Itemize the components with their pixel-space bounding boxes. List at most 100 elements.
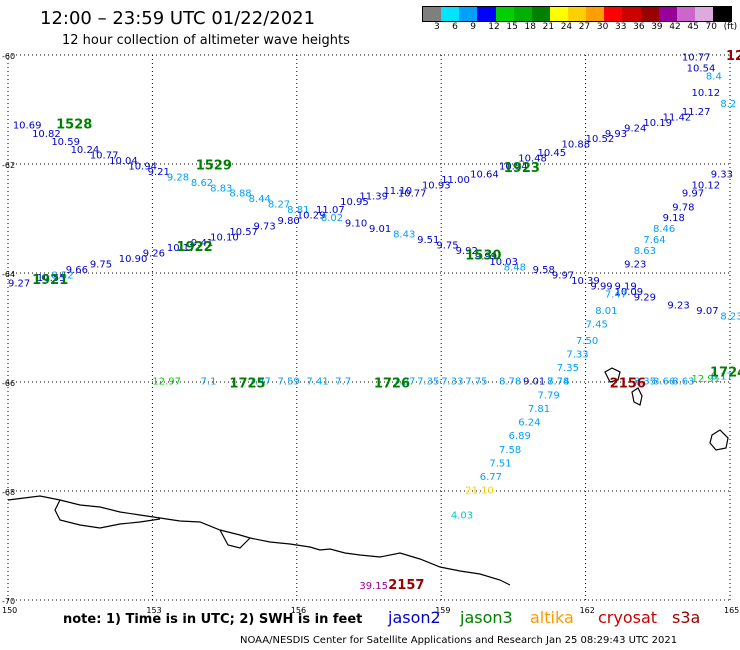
wave-height-value: 9.27 [8,279,30,290]
wave-height-value: 7.41 [306,377,328,388]
wave-height-value: 8.83 [210,183,232,194]
wave-height-value: 9.28 [167,172,189,183]
wave-height-value: 8.4 [706,72,722,83]
wave-height-value: 4.03 [451,510,473,521]
colorbar-swatch [549,7,568,21]
colorbar-label: 42 [669,22,681,32]
wave-height-value: 9.97 [552,270,574,281]
wave-height-value: 6.24 [518,418,540,429]
wave-height-value: 8.23 [720,311,740,322]
map-title: 12:00 – 23:59 UTC 01/22/2021 [40,8,316,29]
wave-height-value: 10.03 [489,257,518,268]
colorbar-label: 24 [560,22,573,32]
wave-height-value: 10.82 [32,129,61,140]
wave-height-value: 10.29 [297,211,326,222]
wave-height-value: 11.10 [383,186,412,197]
wave-height-value: 9.92 [456,246,478,257]
colorbar-label: 39 [651,22,663,32]
coastline-bay [219,529,251,549]
wave-height-value: 7.35 [417,377,439,388]
lon-tick-label: 153 [146,606,161,615]
wave-height-value: 10.57 [229,227,258,238]
wave-height-value: 10.77 [398,189,427,200]
wave-height-value: 7.64 [643,235,665,246]
wave-height-value: 9.73 [253,221,275,232]
map-subtitle: 12 hour collection of altimeter wave hei… [62,33,350,48]
lon-tick-label: 156 [291,606,306,615]
lon-tick-label: 150 [2,606,17,615]
lat-tick-label: -66 [2,379,15,388]
pass-time-label: 2157 [388,578,424,593]
wave-height-value: 9.75 [436,240,458,251]
wave-height-value: 9.80 [278,216,300,227]
colorbar-swatch [423,7,442,21]
wave-height-value: 8.48 [504,262,526,273]
legend-jason3: jason3 [460,608,513,627]
wave-height-value: 8.88 [229,189,251,200]
lat-tick-label: -62 [2,161,15,170]
wave-height-value: 7.74 [547,377,569,388]
wave-height-value: 10.93 [422,181,451,192]
wave-height-value: 10.55 [37,273,66,284]
colorbar-swatch [622,7,641,21]
colorbar-label: 30 [596,22,609,32]
wave-height-value: 10.59 [51,137,80,148]
wave-height-value: 9.66 [66,265,88,276]
wave-height-value: 11.00 [441,175,470,186]
wave-height-value: 9.23 [624,260,646,271]
colorbar-swatch [568,7,587,21]
wave-height-value: 10.39 [571,276,600,287]
colorbar-label: 21 [542,22,555,32]
colorbar-swatch [459,7,478,21]
wave-height-value: 8.35 [634,377,656,388]
wave-height-value: 8.63 [672,377,694,388]
colorbar-swatch [531,7,550,21]
wave-height-value: 8.52 [51,270,73,281]
colorbar-swatch [676,7,695,21]
wave-height-value: 11.42 [663,112,692,123]
pass-time-label: 1921 [32,273,68,288]
wave-height-value: 10.64 [470,170,499,181]
wave-height-value: 10.48 [518,153,547,164]
colorbar-swatch [658,7,677,21]
colorbar-swatch [640,7,659,21]
pass-time-label: 1529 [196,158,232,173]
wave-height-value: 8.63 [634,246,656,257]
wave-height-value: 11.07 [316,205,345,216]
wave-height-colorbar [422,6,732,22]
colorbar-label: 6 [452,22,458,32]
wave-height-value: 10.54 [687,63,716,74]
wave-height-value: 7.47 [605,290,627,301]
coastline [7,367,729,586]
colorbar-label: 33 [615,22,627,32]
pass-time-label: 2156 [610,376,646,391]
pass-time-label: 1528 [56,118,92,133]
colorbar-swatch [441,7,460,21]
wave-height-value: 9.75 [90,260,112,271]
colorbar-label: 9 [470,22,476,32]
island-1 [604,367,621,383]
wave-height-value: 9.41 [191,238,213,249]
wave-height-value: 8.78 [499,377,521,388]
colorbar-swatch [713,7,732,21]
wave-height-value: 8.43 [393,230,415,241]
colorbar-swatch [604,7,623,21]
wave-height-value: 10.52 [586,134,615,145]
wave-height-value: 10.77 [682,52,711,63]
island-3 [709,429,729,451]
wave-height-value: 10.24 [71,145,100,156]
lon-tick-label: 165 [724,606,739,615]
wave-height-value: 7.45 [586,320,608,331]
colorbar-label: 18 [524,22,536,32]
wave-height-value: 8.01 [595,306,617,317]
colorbar-label: 36 [633,22,645,32]
wave-height-value: 10.09 [614,287,643,298]
pass-time-label: 1923 [504,161,540,176]
wave-height-value: 9.99 [590,281,612,292]
wave-height-value: 10.45 [537,148,566,159]
wave-height-value: 9.33 [711,170,733,181]
wave-height-value: 8.81 [287,205,309,216]
colorbar-label: 70 [705,22,717,32]
wave-height-value: 9.18 [663,213,685,224]
